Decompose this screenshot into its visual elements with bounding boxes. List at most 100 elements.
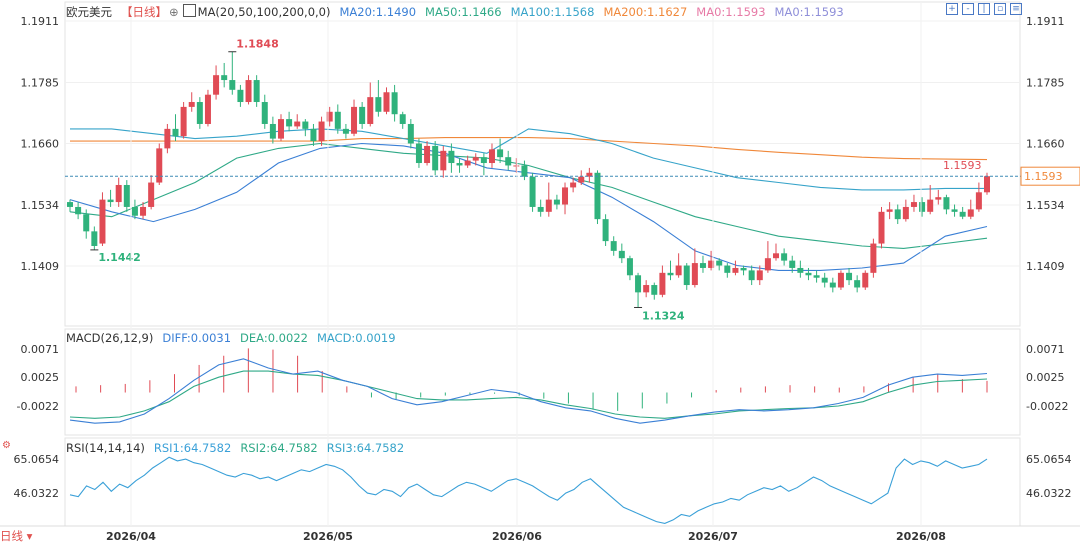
time-tick: 2026/07: [688, 530, 738, 543]
macd-tick-left: 0.0071: [21, 343, 60, 356]
candle-body: [943, 197, 950, 210]
candle-body: [140, 206, 147, 216]
main-chart-header: 欧元美元 【日线】 ⊕ MA(20,50,100,200,0,0) MA20:1.149…: [66, 4, 853, 20]
candle-body: [910, 202, 917, 207]
candle-body: [351, 106, 358, 134]
chart-toolbar: + - | ▫ ≡: [946, 3, 1022, 15]
candle-body: [75, 206, 82, 215]
candle-body: [951, 209, 958, 212]
candle-body: [545, 199, 552, 212]
candle-body: [464, 160, 471, 166]
candle-body: [294, 121, 301, 127]
candle-body: [148, 182, 155, 207]
candle-body: [261, 102, 268, 124]
price-tick-left: 1.1409: [21, 260, 60, 273]
price-tick-left: 1.1785: [21, 76, 60, 89]
candle-body: [472, 157, 479, 161]
candle-body: [407, 123, 414, 144]
current-price-tag: 1.1593: [1024, 170, 1063, 183]
candle-body: [375, 97, 382, 112]
candle-body: [821, 277, 828, 283]
price-tick-right: 1.1785: [1026, 76, 1065, 89]
candle-body: [602, 219, 609, 242]
time-tick: 2026/05: [303, 530, 353, 543]
candle-body: [626, 258, 633, 276]
rsi-settings-icon[interactable]: ⚙: [2, 440, 11, 451]
candle-body: [432, 145, 439, 171]
menu-icon[interactable]: ≡: [1010, 3, 1022, 15]
candle-body: [927, 199, 934, 212]
candle-body: [488, 149, 495, 164]
candle-body: [521, 165, 528, 177]
candle-body: [659, 272, 666, 295]
candle-body: [237, 89, 244, 103]
candle-body: [959, 211, 966, 217]
symbol-label: 欧元美元: [66, 5, 112, 19]
candle-body: [562, 187, 569, 205]
rsi1-value: RSI1:64.7582: [153, 441, 232, 455]
ma100-value: MA100:1.1568: [510, 5, 595, 19]
candle-body: [334, 111, 341, 129]
candle-body: [415, 143, 422, 164]
candle-body: [310, 128, 317, 142]
candle-body: [318, 121, 325, 142]
candle-body: [691, 263, 698, 286]
candle-body: [724, 265, 731, 273]
macd-dea-line: [69, 370, 988, 419]
candle-body: [115, 184, 122, 203]
candle-body: [651, 285, 658, 295]
period-label[interactable]: 【日线】: [121, 5, 167, 19]
macd-tick-right: 0.0025: [1026, 371, 1065, 384]
macd-diff: DIFF:0.0031: [162, 331, 232, 345]
period-button[interactable]: 日线 ▾: [0, 528, 50, 546]
candle-body: [424, 145, 431, 164]
candle-body: [975, 192, 982, 210]
candle-body: [440, 150, 447, 171]
candle-body: [829, 282, 836, 288]
candle-body: [740, 267, 747, 271]
bar-layout-icon[interactable]: |: [978, 3, 990, 15]
candle-body: [156, 148, 163, 183]
candle-body: [359, 106, 366, 124]
candle-body: [870, 243, 877, 273]
candle-body: [99, 199, 106, 244]
macd-header: MACD(26,12,9) DIFF:0.0031 DEA:0.0022 MACD:0…: [66, 331, 405, 345]
candle-body: [578, 176, 585, 183]
ma-indicator-icon[interactable]: [182, 4, 196, 17]
candle-body: [902, 206, 909, 220]
candle-body: [480, 157, 487, 164]
gear-icon[interactable]: ⊕: [169, 5, 179, 19]
candle-body: [448, 150, 455, 164]
fit-icon[interactable]: ▫: [994, 3, 1006, 15]
candle-body: [391, 92, 398, 115]
candle-body: [399, 114, 406, 124]
candle-body: [67, 202, 73, 207]
candle-body: [164, 128, 171, 149]
candle-body: [635, 275, 642, 293]
macd-panel-frame: [64, 328, 1021, 436]
candle-body: [805, 272, 812, 276]
candle-body: [643, 285, 650, 293]
zoom-in-icon[interactable]: +: [946, 3, 958, 15]
ma200-line: [70, 137, 988, 161]
candle-body: [326, 111, 333, 122]
candle-body: [773, 253, 780, 259]
zoom-out-icon[interactable]: -: [962, 3, 974, 15]
ma50-value: MA50:1.1466: [425, 5, 502, 19]
ma0-value-b: MA0:1.1593: [774, 5, 844, 19]
macd-tick-right: -0.0022: [1026, 400, 1068, 413]
candle-body: [878, 211, 885, 244]
candle-body: [594, 172, 601, 220]
candle-body: [188, 102, 195, 107]
candle-body: [342, 128, 349, 134]
candle-body: [367, 97, 374, 124]
main-panel-frame: [64, 1, 1021, 327]
candle-body: [813, 275, 820, 278]
candle-body: [221, 75, 228, 81]
candle-body: [675, 265, 682, 276]
candle-body: [886, 209, 893, 212]
ma100-line: [70, 128, 987, 191]
rsi-header: RSI(14,14,14) RSI1:64.7582 RSI2:64.7582 RSI…: [66, 441, 413, 455]
candle-body: [708, 260, 715, 268]
